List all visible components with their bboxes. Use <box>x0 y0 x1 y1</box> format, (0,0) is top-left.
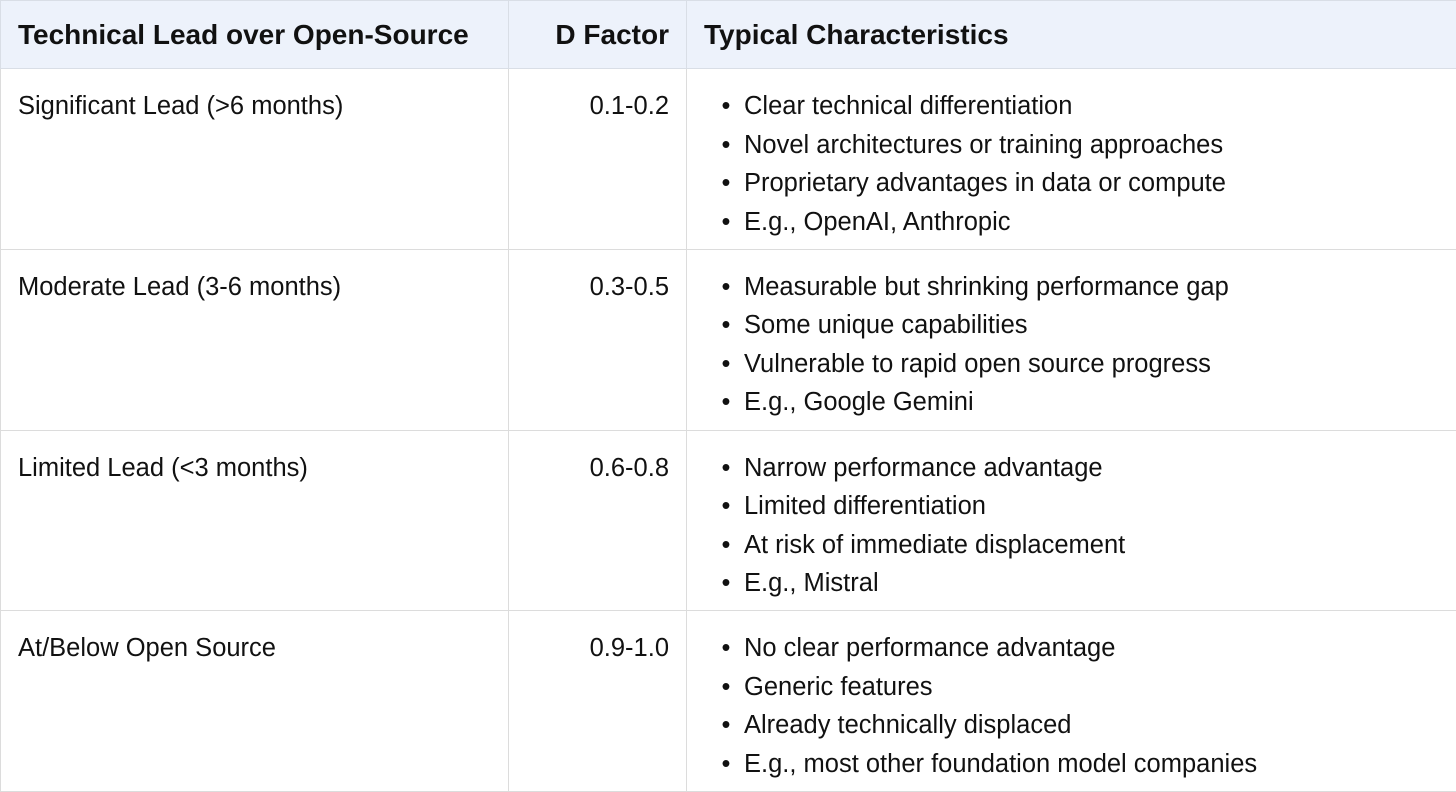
list-item: • No clear performance advantage <box>722 629 1439 668</box>
bullet-icon: • <box>721 207 731 236</box>
table-row: At/Below Open Source 0.9-1.0 • No clear p… <box>0 610 1456 792</box>
table-header: Technical Lead over Open-Source D Factor… <box>0 0 1456 69</box>
list-item-text: Vulnerable to rapid open source progress <box>744 349 1211 378</box>
list-item-text: Already technically displaced <box>744 711 1072 740</box>
lead-cell: Moderate Lead (3-6 months) <box>0 248 509 431</box>
list-item: • Clear technical differentiation <box>722 87 1439 126</box>
d-factor-cell: 0.6-0.8 <box>508 429 687 612</box>
list-item: • Novel architectures or training approac… <box>722 126 1439 165</box>
characteristics-cell: • No clear performance advantage • Generic… <box>686 610 1456 792</box>
list-item: • Some unique capabilities <box>722 306 1439 345</box>
list-item-text: Narrow performance advantage <box>744 453 1103 482</box>
header-row: Technical Lead over Open-Source D Factor… <box>0 0 1456 69</box>
table-row: Significant Lead (>6 months) 0.1-0.2 • Cl… <box>0 68 1456 250</box>
bullet-icon: • <box>721 272 731 301</box>
characteristics-cell: • Narrow performance advantage • Limited d… <box>686 429 1456 612</box>
bullet-icon: • <box>721 453 731 482</box>
d-factor-cell: 0.9-1.0 <box>508 610 687 792</box>
characteristics-list: • Narrow performance advantage • Limited d… <box>704 449 1439 603</box>
list-item-text: Clear technical differentiation <box>744 92 1073 120</box>
lead-cell: Limited Lead (<3 months) <box>0 429 509 612</box>
header-typical-characteristics: Typical Characteristics <box>686 0 1456 69</box>
bullet-icon: • <box>721 711 731 740</box>
list-item-text: E.g., OpenAI, Anthropic <box>744 207 1011 236</box>
bullet-icon: • <box>721 672 731 701</box>
characteristics-list: • Clear technical differentiation • Novel … <box>704 87 1439 241</box>
list-item: • E.g., OpenAI, Anthropic <box>722 203 1439 242</box>
list-item-text: Novel architectures or training approach… <box>744 130 1224 159</box>
bullet-icon: • <box>721 169 731 197</box>
list-item-text: At risk of immediate displacement <box>744 530 1126 559</box>
table-row: Limited Lead (<3 months) 0.6-0.8 • Narrow… <box>0 429 1456 612</box>
list-item-text: Generic features <box>744 672 933 701</box>
characteristics-cell: • Clear technical differentiation • Novel … <box>686 68 1456 250</box>
header-d-factor: D Factor <box>508 0 687 69</box>
list-item: • Vulnerable to rapid open source progres… <box>722 345 1439 384</box>
table-body: Significant Lead (>6 months) 0.1-0.2 • Cl… <box>0 68 1456 792</box>
list-item-text: No clear performance advantage <box>744 634 1116 663</box>
bullet-icon: • <box>721 749 731 778</box>
list-item: • Narrow performance advantage <box>722 449 1439 488</box>
list-item-text: E.g., Mistral <box>744 569 879 597</box>
list-item: • E.g., most other foundation model compa… <box>722 745 1439 784</box>
d-factor-cell: 0.1-0.2 <box>508 68 687 250</box>
characteristics-list: • No clear performance advantage • Generic… <box>704 629 1439 783</box>
table-row: Moderate Lead (3-6 months) 0.3-0.5 • Meas… <box>0 248 1456 431</box>
list-item: • Proprietary advantages in data or compu… <box>722 164 1439 203</box>
list-item-text: Limited differentiation <box>744 492 986 520</box>
list-item-text: Proprietary advantages in data or comput… <box>744 169 1226 197</box>
bullet-icon: • <box>721 492 731 520</box>
list-item: • Measurable but shrinking performance ga… <box>722 268 1439 307</box>
list-item-text: E.g., Google Gemini <box>744 388 974 417</box>
list-item: • Generic features <box>722 668 1439 707</box>
bullet-icon: • <box>721 349 731 378</box>
list-item: • Already technically displaced <box>722 706 1439 745</box>
bullet-icon: • <box>721 388 731 417</box>
list-item-text: E.g., most other foundation model compan… <box>744 749 1258 778</box>
bullet-icon: • <box>721 530 731 559</box>
list-item: • E.g., Google Gemini <box>722 383 1439 422</box>
list-item-text: Measurable but shrinking performance gap <box>744 272 1229 301</box>
header-technical-lead: Technical Lead over Open-Source <box>0 0 509 69</box>
lead-cell: Significant Lead (>6 months) <box>0 68 509 250</box>
lead-cell: At/Below Open Source <box>0 610 509 792</box>
list-item-text: Some unique capabilities <box>744 311 1028 340</box>
characteristics-list: • Measurable but shrinking performance ga… <box>704 268 1439 422</box>
bullet-icon: • <box>721 634 731 663</box>
bullet-icon: • <box>721 569 731 597</box>
list-item: • At risk of immediate displacement <box>722 526 1439 565</box>
bullet-icon: • <box>721 311 731 340</box>
characteristics-cell: • Measurable but shrinking performance ga… <box>686 248 1456 431</box>
list-item: • E.g., Mistral <box>722 564 1439 603</box>
bullet-icon: • <box>721 92 731 120</box>
list-item: • Limited differentiation <box>722 487 1439 526</box>
bullet-icon: • <box>721 130 731 159</box>
d-factor-cell: 0.3-0.5 <box>508 248 687 431</box>
